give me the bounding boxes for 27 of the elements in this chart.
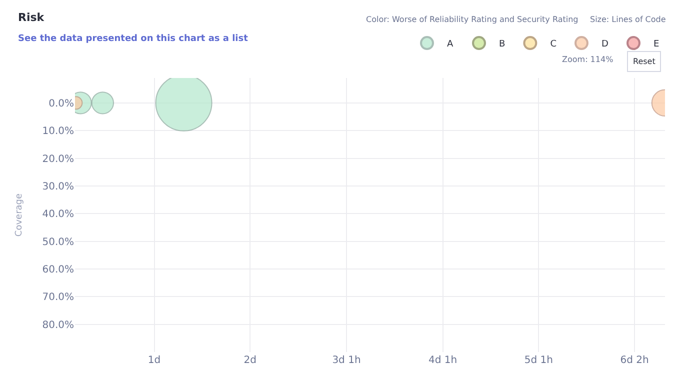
- legend-label: A: [447, 40, 454, 50]
- chart-subtitle: See the data presented on this chart as a list: [18, 34, 249, 44]
- x-tick-label: 2d: [244, 355, 257, 366]
- y-tick-label: 80.0%: [42, 320, 74, 331]
- y-tick-label: 40.0%: [42, 209, 74, 220]
- chart-title: Risk: [18, 11, 45, 24]
- y-tick-label: 0.0%: [48, 98, 74, 110]
- x-tick-label: 3d 1h: [332, 355, 361, 366]
- legend-label: E: [653, 40, 660, 50]
- x-tick-label: 6d 2h: [620, 355, 649, 366]
- y-tick-label: 20.0%: [42, 154, 74, 165]
- y-tick-label: 50.0%: [42, 236, 74, 248]
- legend-label: C: [550, 40, 556, 50]
- y-tick-label: 10.0%: [42, 126, 74, 138]
- y-tick-label: 30.0%: [42, 181, 74, 192]
- legend-label: B: [499, 40, 506, 50]
- y-tick-label: 70.0%: [42, 292, 74, 304]
- y-axis-title: Coverage: [14, 192, 25, 237]
- text: Reset: [633, 57, 656, 66]
- text: Color: Worse of Reliability Rating and Security Rating: [366, 15, 578, 24]
- x-tick-label: 5d 1h: [524, 355, 553, 366]
- x-tick-label: 4d 1h: [428, 355, 458, 366]
- y-tick-label: 60.0%: [42, 264, 74, 276]
- x-tick-label: 1d: [148, 355, 161, 366]
- text: Size: Lines of Code: [590, 15, 666, 24]
- legend-label: D: [601, 40, 608, 50]
- text: Zoom: 114%: [562, 55, 614, 64]
